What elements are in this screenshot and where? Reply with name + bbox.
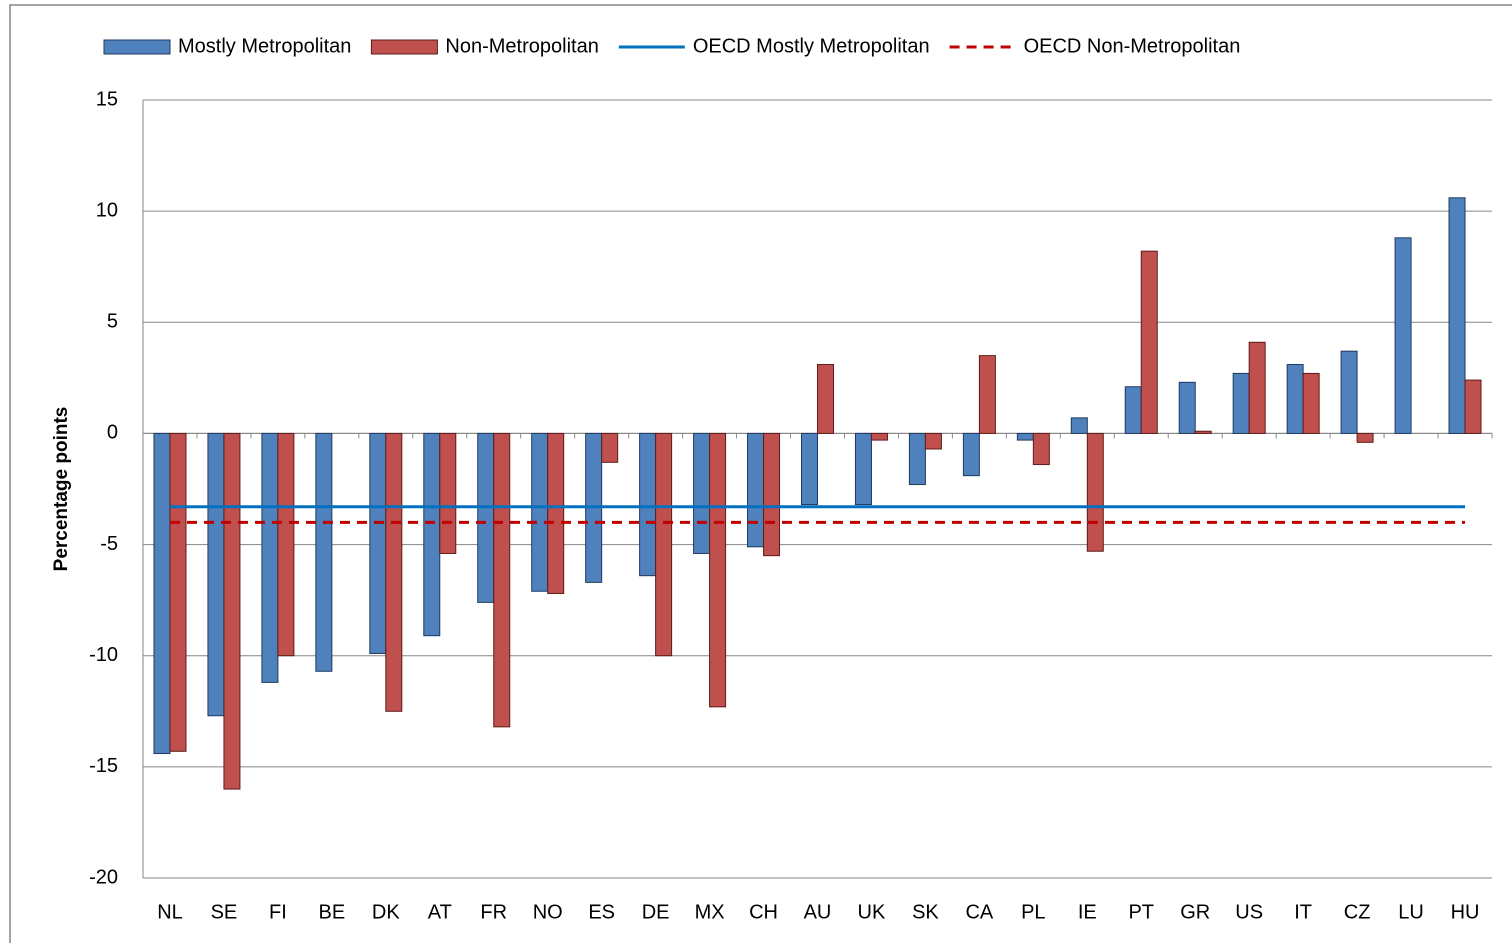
legend: Mostly Metropolitan Non-Metropolitan OECD … [103,35,1241,57]
bar [854,432,872,506]
bar [747,432,765,548]
bar [1124,386,1142,434]
x-tick-label: FI [269,901,287,923]
legend-label: Mostly Metropolitan [178,35,351,57]
bar [693,432,711,554]
bar [924,432,942,450]
x-tick-label: AT [428,901,452,923]
x-tick-label: BE [319,901,346,923]
bar [1448,197,1466,434]
bar [547,432,565,594]
x-tick-label: DE [642,901,670,923]
bar [1232,372,1250,434]
bar [655,432,673,657]
legend-label: OECD Non-Metropolitan [1024,35,1241,57]
x-tick-label: PL [1021,901,1045,923]
bar [477,432,495,603]
x-tick-label: US [1235,901,1263,923]
bar [1356,432,1374,443]
bar [223,432,241,790]
x-tick-label: CA [965,901,993,923]
bar [207,432,225,717]
bar [531,432,549,592]
bar [962,432,980,477]
y-tick-label: -20 [89,866,118,888]
y-tick-label: -5 [100,533,118,555]
bar [870,432,888,441]
bar [315,432,333,672]
bar [709,432,727,708]
x-tick-label: NL [157,901,183,923]
bar [385,432,403,712]
x-tick-label: CZ [1344,901,1371,923]
bar [1194,430,1212,434]
x-tick-label: DK [372,901,400,923]
bar [439,432,457,554]
x-tick-label: LU [1398,901,1424,923]
x-tick-label: MX [695,901,725,923]
bar [1286,364,1304,434]
bar [801,432,818,506]
legend-swatch [103,39,171,55]
bar [1248,341,1266,434]
bar [639,432,657,577]
legend-label: OECD Mostly Metropolitan [693,35,930,57]
y-tick-label: -15 [89,755,118,777]
bar [1464,379,1482,434]
x-tick-label: ES [588,901,615,923]
bar [1016,432,1034,441]
bar [1140,250,1158,434]
x-tick-label: FR [480,901,507,923]
legend-swatch [370,39,438,55]
bar [277,432,295,657]
bar [369,432,387,654]
x-tick-label: UK [858,901,886,923]
y-tick-label: 10 [96,199,118,221]
bar [153,432,171,755]
x-tick-label: IT [1294,901,1312,923]
y-axis-label: Percentage points [51,407,72,572]
bar [1340,350,1358,434]
bar [1302,372,1320,434]
bar [908,432,926,486]
legend-label: Non-Metropolitan [445,35,598,57]
bar [817,364,834,434]
bar [1178,381,1196,434]
x-tick-label: SK [912,901,939,923]
bar [493,432,511,728]
y-tick-label: 15 [96,88,118,110]
x-tick-label: IE [1078,901,1097,923]
bar [169,432,187,752]
x-tick-label: GR [1180,901,1210,923]
bar [1070,417,1088,434]
x-tick-label: HU [1451,901,1480,923]
y-tick-label: -10 [89,644,118,666]
bar [423,432,441,637]
x-tick-label: CH [749,901,778,923]
x-tick-label: SE [211,901,238,923]
x-tick-label: NO [533,901,563,923]
bar [1086,432,1104,552]
bar [1394,237,1412,434]
bar [763,432,781,557]
bar [601,432,619,463]
x-tick-label: PT [1128,901,1154,923]
bar [1032,432,1050,466]
y-tick-label: 5 [107,311,118,333]
y-tick-label: 0 [107,422,118,444]
bar [978,355,996,434]
x-tick-label: AU [804,901,832,923]
bar [261,432,279,683]
